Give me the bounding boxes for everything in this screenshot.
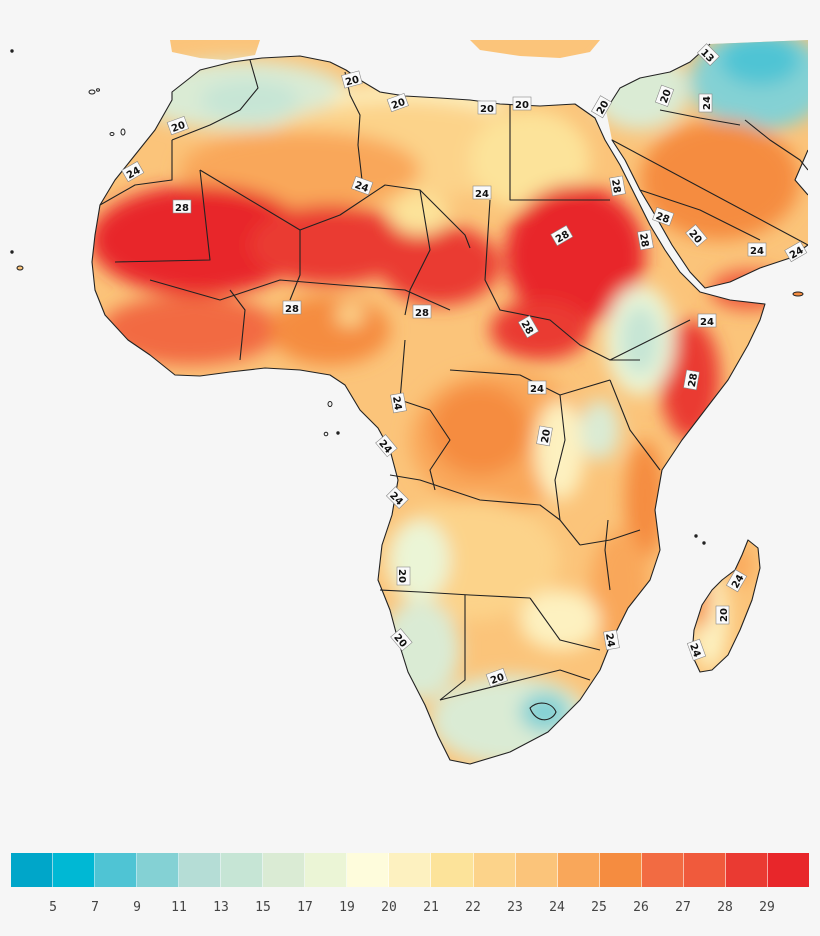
svg-text:24: 24	[687, 642, 702, 659]
svg-text:28: 28	[609, 178, 622, 194]
svg-text:24: 24	[390, 395, 403, 411]
contour-label: 24	[527, 380, 547, 395]
color-legend	[11, 853, 809, 887]
legend-swatch	[11, 853, 54, 887]
legend-ticks: 5 7 9 11 13 15 17 19 20 21 22 23 24 25 26 27 28 29	[11, 900, 809, 920]
svg-text:20: 20	[344, 74, 360, 88]
svg-text:20: 20	[390, 97, 407, 112]
contour-label: 24	[697, 313, 717, 328]
contour-label: 28	[282, 300, 302, 315]
svg-text:20: 20	[396, 569, 407, 583]
svg-text:28: 28	[687, 372, 700, 388]
svg-text:20: 20	[170, 120, 187, 135]
svg-text:24: 24	[475, 189, 489, 200]
svg-text:24: 24	[750, 246, 764, 257]
legend-tick-label: 22	[465, 900, 481, 915]
contour-label: 28	[172, 199, 192, 214]
contour-label: 20	[536, 425, 553, 447]
svg-text:28: 28	[175, 203, 189, 214]
legend-swatch	[431, 853, 474, 887]
legend-swatch	[347, 853, 390, 887]
svg-text:20: 20	[480, 104, 494, 115]
legend-tick-label: 29	[759, 900, 775, 915]
legend-swatch	[641, 853, 684, 887]
svg-text:24: 24	[702, 96, 713, 110]
contour-label: 24	[390, 392, 407, 414]
svg-text:24: 24	[530, 384, 544, 395]
legend-tick-label: 26	[633, 900, 649, 915]
contour-label: 24	[603, 629, 620, 651]
legend-swatch	[683, 853, 726, 887]
contour-label: 28	[683, 369, 700, 391]
svg-text:28: 28	[415, 308, 429, 319]
contour-label: 28	[412, 304, 432, 319]
country-borders	[91, 43, 808, 765]
contour-label: 20	[166, 115, 189, 136]
svg-text:20: 20	[659, 88, 674, 105]
legend-swatch	[599, 853, 642, 887]
legend-swatch	[515, 853, 558, 887]
contour-label: 24	[747, 242, 767, 257]
legend-swatch	[221, 853, 264, 887]
temperature-field	[92, 40, 808, 764]
legend-tick-label: 7	[91, 900, 99, 915]
legend-tick-label: 27	[675, 900, 691, 915]
legend-swatch	[179, 853, 222, 887]
contour-label: 20	[654, 84, 675, 107]
legend-swatch	[53, 853, 96, 887]
legend-tick-label: 5	[49, 900, 57, 915]
legend-tick-label: 24	[549, 900, 565, 915]
svg-text:24: 24	[603, 632, 616, 648]
legend-swatch	[263, 853, 306, 887]
svg-text:28: 28	[637, 232, 650, 248]
contour-label: 28	[652, 206, 675, 227]
contour-label: 20	[341, 70, 363, 89]
legend-tick-label: 28	[717, 900, 733, 915]
svg-text:20: 20	[515, 100, 529, 111]
legend-tick-label: 20	[381, 900, 397, 915]
contour-label: 20	[512, 96, 532, 111]
legend-swatch	[305, 853, 348, 887]
svg-text:20: 20	[719, 608, 730, 622]
svg-text:24: 24	[353, 180, 370, 195]
legend-tick-label: 17	[297, 900, 313, 915]
legend-swatch	[473, 853, 516, 887]
contour-label: 28	[637, 229, 654, 251]
svg-text:28: 28	[654, 211, 671, 226]
legend-tick-label: 11	[171, 900, 187, 915]
contour-label: 20	[396, 566, 411, 586]
legend-tick-label: 21	[423, 900, 439, 915]
contour-label: 20	[715, 605, 730, 625]
legend-swatch	[389, 853, 432, 887]
legend-swatch	[557, 853, 600, 887]
contour-label: 24	[351, 175, 374, 196]
svg-text:20: 20	[489, 672, 506, 687]
legend-swatch	[95, 853, 138, 887]
legend-tick-label: 13	[213, 900, 229, 915]
legend-swatch	[767, 853, 809, 887]
contour-label: 20	[386, 92, 409, 113]
legend-swatch	[137, 853, 180, 887]
contour-label: 20	[477, 100, 497, 115]
legend-tick-label: 25	[591, 900, 607, 915]
svg-text:20: 20	[540, 428, 553, 444]
islands	[10, 49, 804, 545]
legend-tick-label: 9	[133, 900, 141, 915]
svg-text:24: 24	[700, 317, 714, 328]
legend-swatch	[725, 853, 768, 887]
legend-tick-label: 15	[255, 900, 271, 915]
legend-tick-label: 23	[507, 900, 523, 915]
contour-label: 28	[609, 175, 626, 197]
contour-label: 24	[472, 185, 492, 200]
contour-label: 24	[686, 638, 707, 661]
contour-label: 24	[698, 93, 713, 113]
svg-text:28: 28	[285, 304, 299, 315]
legend-tick-label: 19	[339, 900, 355, 915]
contour-label: 20	[485, 667, 508, 688]
